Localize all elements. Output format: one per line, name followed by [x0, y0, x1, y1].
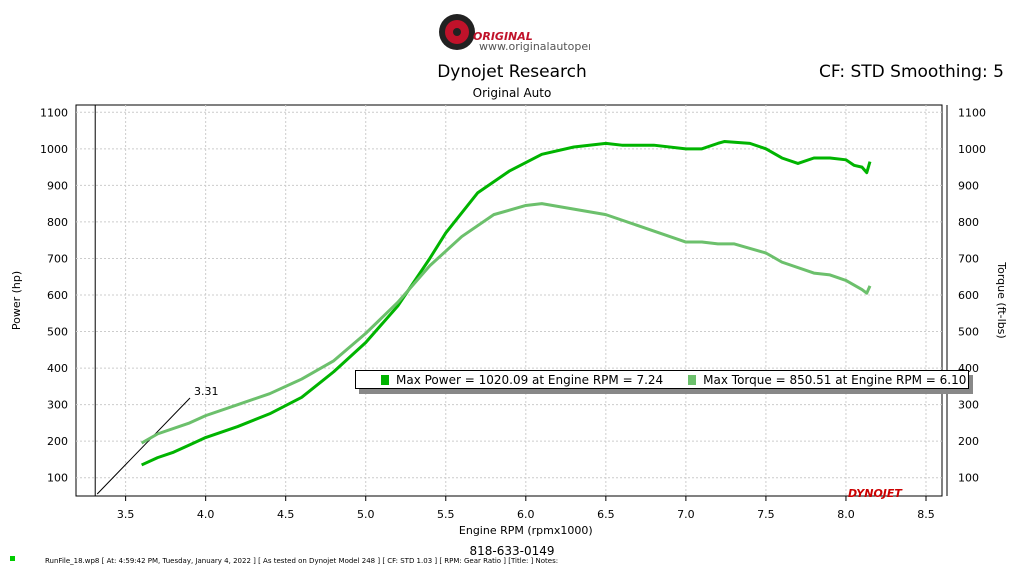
y-tick-label: 700	[47, 252, 68, 265]
legend: Max Power = 1020.09 at Engine RPM = 7.24…	[355, 370, 969, 389]
y-tick-label: 400	[47, 362, 68, 375]
run-info: RunFile_18.wp8 [ At: 4:59:42 PM, Tuesday…	[45, 557, 559, 565]
legend-power: Max Power = 1020.09 at Engine RPM = 7.24	[396, 372, 664, 387]
y2-tick-label: 500	[958, 326, 979, 339]
marker-label: 3.31	[194, 385, 219, 398]
y-tick-label: 300	[47, 399, 68, 412]
run-color-indicator	[10, 556, 15, 561]
y2-tick-label: 700	[958, 252, 979, 265]
legend-swatch-torque	[688, 374, 697, 385]
y-axis-label: Power (hp)	[10, 271, 23, 330]
series-torque	[140, 202, 872, 445]
svg-text:www.originalautoperformance.co: www.originalautoperformance.com	[479, 40, 590, 53]
y2-tick-label: 800	[958, 216, 979, 229]
x-tick-label: 8.0	[837, 508, 855, 521]
y-tick-label: 1000	[40, 143, 68, 156]
y-tick-label: 100	[47, 472, 68, 485]
legend-torque: Max Torque = 850.51 at Engine RPM = 6.10	[703, 372, 967, 387]
y2-tick-label: 300	[958, 399, 979, 412]
original-logo: ORIGINAL www.originalautoperformance.com	[439, 14, 590, 53]
x-tick-label: 4.5	[277, 508, 295, 521]
x-tick-label: 7.0	[677, 508, 695, 521]
x-tick-label: 6.0	[517, 508, 535, 521]
y2-tick-label: 1100	[958, 106, 986, 119]
x-tick-label: 3.5	[117, 508, 135, 521]
x-tick-label: 4.0	[197, 508, 215, 521]
y2-tick-label: 100	[958, 472, 979, 485]
y2-tick-label: 600	[958, 289, 979, 302]
y-tick-label: 900	[47, 179, 68, 192]
y-tick-label: 1100	[40, 106, 68, 119]
y2-tick-label: 200	[958, 435, 979, 448]
x-tick-label: 6.5	[597, 508, 615, 521]
series-power	[141, 140, 872, 467]
chart-subtitle: Original Auto	[472, 86, 552, 100]
y2-tick-label: 900	[958, 179, 979, 192]
cf-smoothing-label: CF: STD Smoothing: 5	[819, 62, 1004, 82]
x-tick-label: 5.0	[357, 508, 375, 521]
dynojet-watermark: DYNOJET	[848, 487, 903, 500]
y2-tick-label: 1000	[958, 143, 986, 156]
x-tick-label: 5.5	[437, 508, 455, 521]
x-tick-label: 7.5	[757, 508, 775, 521]
y2-axis-label: Torque (ft-lbs)	[995, 261, 1008, 338]
legend-swatch-power	[381, 374, 389, 385]
x-tick-label: 8.5	[917, 508, 935, 521]
phone-number: 818-633-0149	[469, 544, 555, 558]
chart-title: Dynojet Research	[437, 62, 587, 82]
marker-arrow	[96, 397, 191, 495]
dyno-chart: 3.5 4.0 4.5 5.0 5.5 6.0 6.5 7.0 7.5 8.0 8.5 100 100 2…	[10, 104, 1008, 537]
svg-text:ORIGINAL: ORIGINAL	[473, 30, 533, 43]
y-tick-label: 600	[47, 289, 68, 302]
y-tick-label: 800	[47, 216, 68, 229]
y-tick-label: 200	[47, 435, 68, 448]
x-axis-label: Engine RPM (rpmx1000)	[459, 524, 593, 537]
y-tick-label: 500	[47, 326, 68, 339]
